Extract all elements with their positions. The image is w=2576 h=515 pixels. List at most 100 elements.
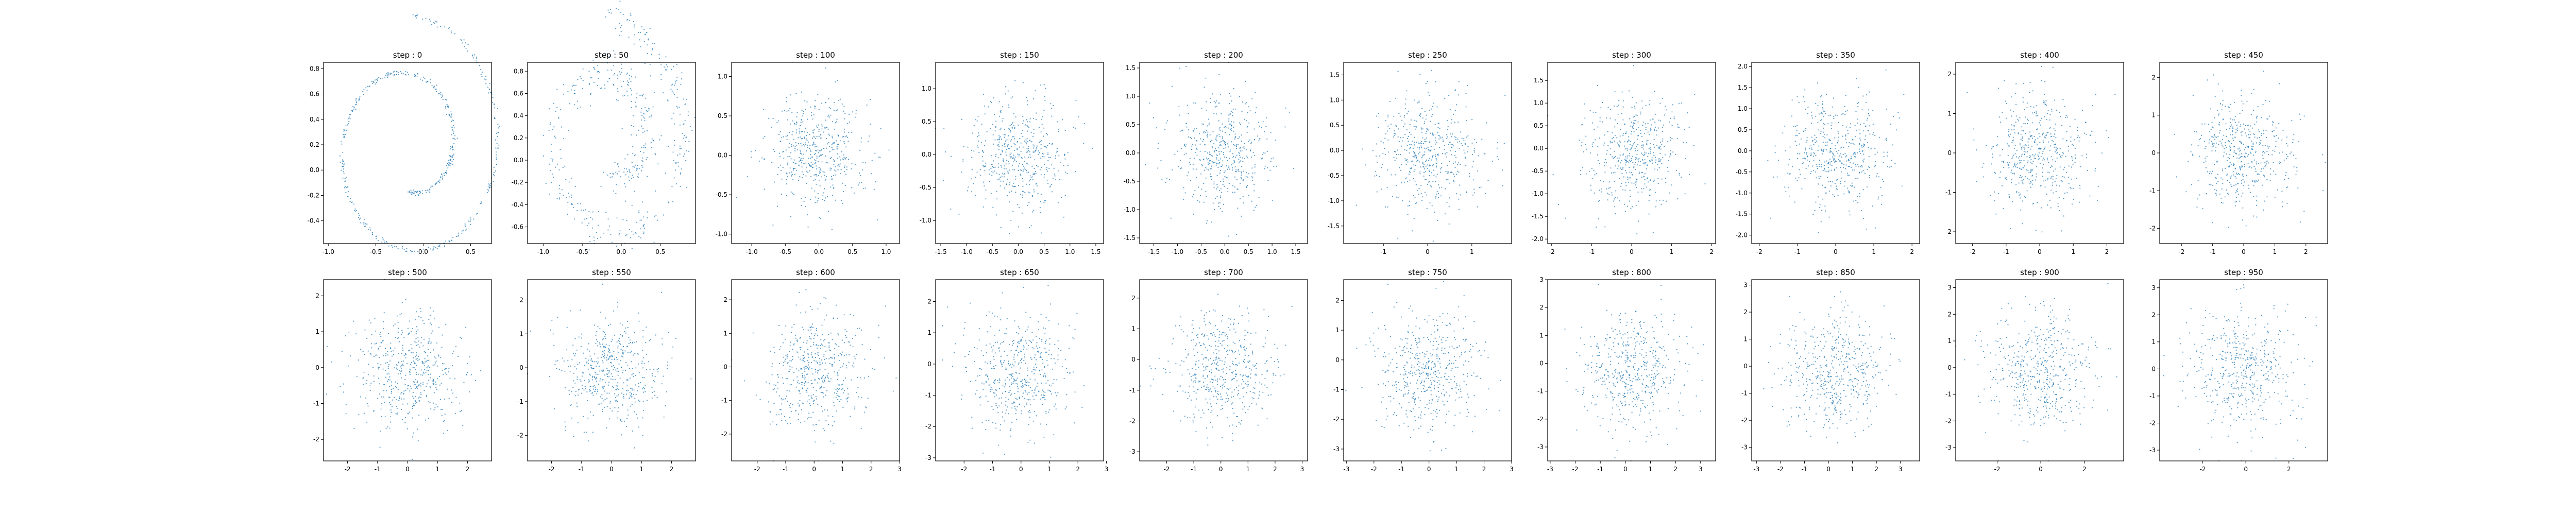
scatter-point (439, 179, 440, 181)
scatter-point (1227, 168, 1228, 170)
scatter-point (1421, 131, 1423, 133)
scatter-point (1897, 112, 1899, 113)
scatter-point (1009, 192, 1010, 193)
scatter-point (417, 14, 418, 16)
scatter-point (1218, 128, 1220, 130)
scatter-point (1397, 149, 1398, 151)
scatter-point (2030, 148, 2031, 150)
scatter-point (799, 160, 800, 162)
scatter-point (648, 110, 650, 112)
scatter-point (843, 141, 845, 142)
scatter-point (644, 62, 646, 64)
scatter-point (1868, 130, 1869, 132)
scatter-point (1027, 126, 1029, 127)
scatter-point (450, 32, 452, 33)
scatter-point (446, 165, 448, 166)
scatter-point (1207, 133, 1208, 135)
scatter-point (2256, 216, 2258, 218)
scatter-point (1831, 143, 1833, 144)
scatter-point (636, 93, 638, 95)
scatter-point (1821, 112, 1822, 113)
scatter-point (2252, 146, 2254, 147)
scatter-point (553, 103, 554, 105)
scatter-point (1406, 159, 1408, 160)
scatter-point (433, 87, 434, 88)
scatter-point (1819, 160, 1820, 161)
scatter-point (2043, 142, 2044, 144)
scatter-point (1047, 160, 1049, 161)
y-tick-label: -0.5 (1124, 178, 1136, 185)
scatter-point (342, 162, 343, 164)
scatter-point (1857, 102, 1858, 104)
scatter-point (810, 161, 812, 163)
y-tick-label: -0.5 (716, 191, 727, 198)
scatter-point (1480, 186, 1482, 188)
scatter-point (1643, 122, 1645, 123)
x-tick-label: -0.5 (576, 248, 588, 255)
scatter-point (836, 147, 838, 149)
scatter-point (480, 203, 481, 204)
scatter-point (1857, 164, 1859, 165)
scatter-point (1661, 144, 1663, 145)
scatter-point (2052, 184, 2053, 186)
scatter-point (1679, 174, 1680, 176)
scatter-point (834, 128, 835, 130)
scatter-point (2011, 182, 2012, 183)
scatter-point (1196, 154, 1198, 156)
scatter-point (1604, 142, 1605, 144)
scatter-point (1040, 131, 1042, 133)
scatter-point (1222, 211, 1223, 212)
scatter-point (1798, 102, 1800, 104)
scatter-point (1027, 104, 1028, 106)
subplot-title: step : 200 (1204, 50, 1243, 60)
scatter-point (805, 108, 806, 110)
scatter-point (1234, 192, 1235, 193)
scatter-point (2046, 194, 2047, 195)
scatter-point (1639, 165, 1641, 166)
scatter-point (1454, 122, 1455, 123)
scatter-point (1617, 168, 1619, 169)
scatter-point (621, 25, 622, 26)
scatter-point (2077, 130, 2078, 131)
scatter-point (1400, 164, 1402, 165)
scatter-point (434, 184, 436, 185)
scatter-point (343, 171, 344, 173)
scatter-point (827, 196, 828, 197)
scatter-point (1409, 148, 1411, 149)
scatter-point (1850, 158, 1851, 160)
scatter-point (804, 131, 805, 133)
scatter-point (1222, 123, 1223, 125)
scatter-point (2051, 110, 2053, 112)
scatter-point (1681, 102, 1682, 104)
scatter-point (1045, 169, 1047, 170)
scatter-point (492, 97, 494, 98)
scatter-point (1427, 168, 1428, 169)
scatter-point (1432, 132, 1433, 134)
scatter-point (1662, 131, 1663, 132)
scatter-point (1636, 146, 1637, 148)
scatter-point (655, 190, 656, 192)
scatter-point (1010, 130, 1011, 131)
scatter-point (1008, 161, 1009, 162)
scatter-point (2030, 170, 2031, 171)
scatter-point (428, 190, 430, 192)
scatter-point (992, 166, 993, 167)
scatter-point (1403, 116, 1405, 118)
scatter-point (435, 89, 437, 90)
scatter-point (1643, 155, 1645, 157)
scatter-point (825, 127, 827, 128)
scatter-point (813, 142, 815, 144)
scatter-point (1437, 154, 1438, 156)
scatter-point (1421, 147, 1422, 148)
scatter-point (632, 146, 634, 148)
x-tick-label: 1 (1670, 248, 1674, 255)
scatter-point (1010, 131, 1011, 133)
scatter-point (1413, 126, 1415, 127)
scatter-point (416, 75, 418, 77)
scatter-point (2176, 176, 2177, 178)
scatter-point (1028, 146, 1029, 147)
scatter-point (1229, 151, 1231, 152)
y-tick-label: 0.0 (1330, 147, 1340, 154)
scatter-point (1991, 146, 1993, 148)
scatter-point (1385, 120, 1386, 122)
